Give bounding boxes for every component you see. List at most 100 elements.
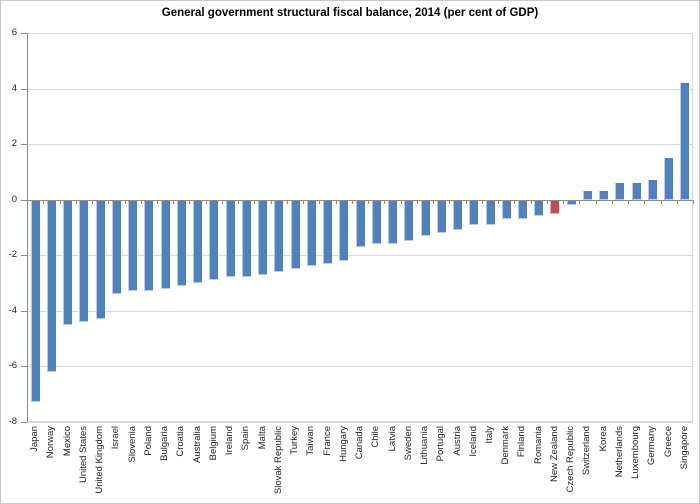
- x-axis-tick: [481, 200, 483, 204]
- bar-spain: [241, 199, 251, 278]
- x-axis-zero-line: [27, 200, 693, 201]
- x-axis-label-iceland: Iceland: [467, 426, 479, 457]
- bar-italy: [485, 199, 495, 225]
- bar-netherlands: [615, 183, 625, 200]
- x-axis-label-netherlands: Netherlands: [613, 426, 625, 478]
- bar-malta: [258, 199, 267, 275]
- x-axis-tick: [530, 200, 532, 204]
- x-axis-tick: [368, 200, 370, 204]
- x-axis-label-germany: Germany: [646, 426, 658, 466]
- x-axis-tick: [628, 200, 629, 204]
- x-axis-label-france: France: [321, 426, 333, 456]
- x-axis-tick: [43, 200, 45, 204]
- x-axis-tick: [465, 200, 467, 204]
- x-axis-label-spain: Spain: [240, 426, 252, 451]
- bar-luxembourg: [631, 183, 641, 200]
- y-axis-tick-label: -2: [8, 249, 17, 260]
- x-axis-tick: [59, 200, 61, 204]
- x-axis-label-portugal: Portugal: [435, 426, 447, 462]
- bar-canada: [355, 199, 365, 247]
- x-axis-tick: [140, 200, 142, 204]
- x-axis-label-norway: Norway: [45, 426, 57, 459]
- x-axis-label-israel: Israel: [110, 426, 122, 450]
- bar-slovak-republic: [274, 199, 284, 272]
- gridline-y-6: [27, 33, 693, 34]
- x-axis-tick: [611, 200, 613, 204]
- x-axis-label-australia: Australia: [191, 426, 203, 463]
- x-axis-label-czech-republic: Czech Republic: [565, 426, 577, 493]
- x-axis-tick: [644, 200, 646, 204]
- bar-united-states: [79, 199, 89, 322]
- y-axis-tick: [21, 422, 27, 423]
- bar-romania: [534, 199, 544, 217]
- gridline-y--2: [27, 255, 693, 256]
- x-axis-label-poland: Poland: [142, 426, 154, 456]
- x-axis-tick: [254, 200, 256, 204]
- x-axis-label-croatia: Croatia: [175, 426, 187, 457]
- x-axis-label-turkey: Turkey: [289, 426, 300, 455]
- x-axis-tick: [579, 200, 581, 204]
- x-axis-label-japan: Japan: [29, 426, 41, 452]
- x-axis-tick: [238, 200, 240, 204]
- bar-poland: [144, 199, 154, 292]
- x-axis-label-belgium: Belgium: [207, 426, 219, 461]
- bar-latvia: [388, 199, 397, 245]
- x-axis-tick: [433, 200, 435, 204]
- x-axis-label-korea: Korea: [597, 426, 609, 452]
- x-axis-tick: [351, 200, 353, 204]
- gridline-y--4: [27, 311, 693, 312]
- bar-france: [323, 199, 332, 264]
- bar-switzerland: [582, 191, 592, 200]
- x-axis-tick: [92, 200, 93, 204]
- x-axis-label-romania: Romania: [532, 426, 544, 465]
- x-axis-tick: [270, 200, 272, 204]
- x-axis-label-italy: Italy: [484, 426, 495, 444]
- bar-greece: [664, 158, 674, 200]
- x-axis-tick: [384, 200, 386, 204]
- x-axis-label-ireland: Ireland: [224, 426, 235, 456]
- x-axis-tick: [205, 200, 207, 204]
- bar-finland: [517, 199, 527, 220]
- x-axis-label-greece: Greece: [662, 426, 674, 458]
- y-axis-tick: [21, 33, 27, 34]
- bar-portugal: [436, 199, 446, 233]
- x-axis-tick: [173, 200, 175, 204]
- x-axis-label-switzerland: Switzerland: [581, 426, 593, 476]
- bar-new-zealand: [550, 199, 560, 214]
- bar-israel: [111, 199, 121, 295]
- y-axis-tick-label: 0: [11, 194, 17, 205]
- x-axis-label-hungary: Hungary: [337, 426, 349, 462]
- x-axis-label-finland: Finland: [516, 426, 528, 458]
- y-axis-tick: [21, 366, 27, 367]
- bar-austria: [453, 199, 462, 231]
- x-axis-tick: [546, 200, 548, 204]
- y-axis-line: [27, 33, 28, 422]
- bar-singapore: [680, 83, 690, 200]
- y-axis-tick-label: 6: [11, 27, 17, 38]
- bar-slovenia: [128, 199, 138, 292]
- bar-germany: [647, 180, 657, 200]
- x-axis-tick: [400, 200, 402, 204]
- x-axis-label-latvia: Latvia: [386, 426, 398, 452]
- x-axis-tick: [157, 200, 158, 204]
- bar-japan: [30, 199, 40, 403]
- x-axis-label-united-kingdom: United Kingdom: [94, 426, 106, 494]
- x-axis-label-canada: Canada: [354, 426, 365, 460]
- x-axis-label-luxembourg: Luxembourg: [630, 426, 642, 479]
- x-axis-label-taiwan: Taiwan: [305, 426, 317, 456]
- x-axis-label-denmark: Denmark: [500, 426, 512, 465]
- bar-denmark: [501, 199, 511, 220]
- x-axis-label-sweden: Sweden: [402, 426, 414, 461]
- bar-turkey: [290, 199, 300, 270]
- y-axis-tick: [21, 89, 27, 90]
- x-axis-label-slovenia: Slovenia: [126, 426, 138, 463]
- y-axis-tick-label: -4: [8, 305, 17, 316]
- x-axis-label-malta: Malta: [256, 426, 268, 450]
- x-axis-tick: [27, 200, 28, 204]
- x-axis-tick: [514, 200, 516, 204]
- x-axis-tick: [563, 200, 564, 204]
- x-axis-label-austria: Austria: [451, 426, 463, 456]
- bar-taiwan: [306, 199, 316, 267]
- x-axis-tick: [124, 200, 126, 204]
